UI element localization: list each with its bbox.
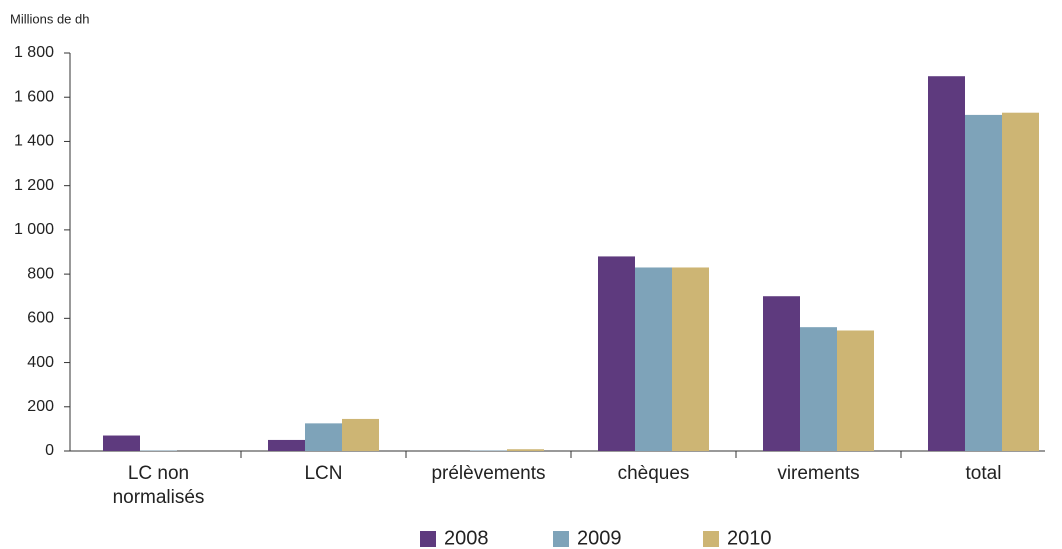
bar bbox=[800, 327, 837, 451]
legend-label: 2009 bbox=[577, 527, 622, 549]
x-tick-label: prélèvements bbox=[431, 463, 546, 484]
y-tick-label: 1 800 bbox=[14, 44, 54, 61]
legend-swatch bbox=[420, 531, 436, 547]
y-tick-label: 0 bbox=[45, 442, 54, 459]
y-tick-label: 1 000 bbox=[14, 221, 54, 238]
bar bbox=[268, 439, 305, 451]
bar bbox=[635, 267, 672, 451]
y-tick-label: 200 bbox=[27, 398, 54, 415]
bar bbox=[837, 330, 874, 451]
bar bbox=[965, 114, 1002, 452]
x-tick-label: chèques bbox=[617, 463, 690, 484]
bar bbox=[342, 418, 379, 451]
bar bbox=[507, 449, 544, 451]
y-tick-label: 400 bbox=[27, 354, 54, 371]
y-tick-label: 1 400 bbox=[14, 133, 54, 150]
x-tick-label: LC non normalisés bbox=[112, 463, 205, 508]
x-tick-label: virements bbox=[777, 463, 860, 484]
y-tick-label: 1 200 bbox=[14, 177, 54, 194]
legend-swatch bbox=[553, 531, 569, 547]
bar bbox=[763, 296, 800, 451]
bar bbox=[305, 423, 342, 451]
bar bbox=[672, 267, 709, 451]
bar bbox=[598, 256, 635, 451]
y-tick-label: 800 bbox=[27, 265, 54, 282]
x-tick-label: total bbox=[965, 463, 1002, 484]
bar bbox=[1002, 112, 1039, 451]
y-axis-label: Millions de dh bbox=[10, 11, 90, 26]
bar bbox=[103, 435, 140, 451]
x-tick-label: LCN bbox=[304, 463, 343, 484]
legend-swatch bbox=[703, 531, 719, 547]
y-tick-label: 600 bbox=[27, 310, 54, 327]
bar bbox=[928, 76, 965, 451]
y-tick-label: 1 600 bbox=[14, 88, 54, 105]
legend-label: 2008 bbox=[444, 527, 489, 549]
legend-label: 2010 bbox=[727, 527, 772, 549]
